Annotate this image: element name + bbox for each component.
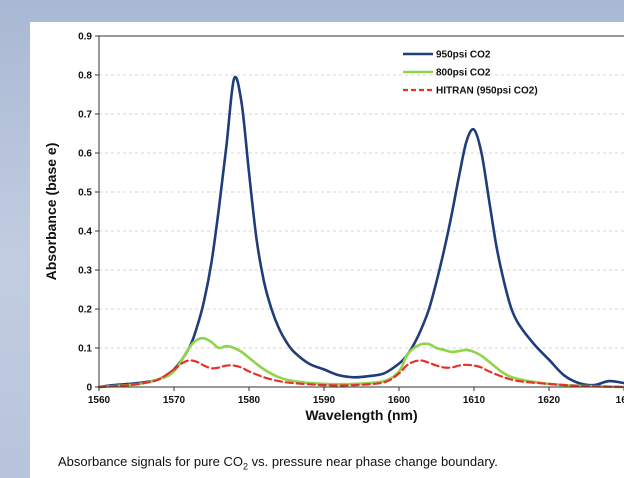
x-tick-label: 1560 bbox=[88, 395, 111, 406]
x-tick-label: 1610 bbox=[463, 395, 486, 406]
legend: 950psi CO2 800psi CO2 HITRAN (950psi CO2) bbox=[403, 50, 538, 97]
legend-label-800psi-co2: 800psi CO2 bbox=[436, 68, 491, 79]
absorbance-chart: 0 0.1 0.2 0.3 0.4 0.5 0.6 0.7 0.8 0.9 1560 1570 1580… bbox=[43, 32, 624, 423]
series-line-950psi-co2 bbox=[97, 75, 624, 389]
x-tick-label: 163 bbox=[616, 395, 624, 406]
y-tick-label: 0.2 bbox=[78, 305, 92, 316]
x-axis-title: Wavelength (nm) bbox=[305, 407, 417, 423]
series-line-800psi-co2 bbox=[97, 336, 624, 389]
caption-text-end: vs. pressure near phase change boundary. bbox=[248, 454, 498, 469]
caption-subscript: 2 bbox=[242, 461, 248, 472]
y-tick-label: 0.4 bbox=[78, 227, 92, 238]
axes bbox=[95, 35, 624, 391]
y-axis-title: Absorbance (base e) bbox=[43, 143, 59, 281]
y-tick-label: 0 bbox=[86, 383, 92, 394]
y-tick-label: 0.6 bbox=[78, 149, 92, 160]
y-tick-label: 0.1 bbox=[78, 344, 92, 355]
chart-panel: 0 0.1 0.2 0.3 0.4 0.5 0.6 0.7 0.8 0.9 1560 1570 1580… bbox=[30, 22, 624, 478]
y-tick-label: 0.9 bbox=[78, 32, 92, 43]
x-tick-label: 1570 bbox=[163, 395, 186, 406]
tick-labels: 0 0.1 0.2 0.3 0.4 0.5 0.6 0.7 0.8 0.9 1560 1570 1580… bbox=[78, 32, 624, 407]
x-tick-label: 1590 bbox=[313, 395, 336, 406]
grid-lines bbox=[99, 35, 624, 349]
legend-label-hitran-950psi-co2: HITRAN (950psi CO2) bbox=[436, 86, 538, 97]
x-tick-label: 1580 bbox=[238, 395, 261, 406]
y-tick-label: 0.7 bbox=[78, 110, 92, 121]
figure-caption: Absorbance signals for pure CO2 vs. pres… bbox=[58, 454, 624, 472]
caption-text-start: Absorbance signals for pure CO bbox=[58, 454, 243, 469]
y-tick-label: 0.8 bbox=[78, 71, 92, 82]
series-line-hitran-950psi-co2 bbox=[97, 359, 624, 389]
series-layer bbox=[97, 75, 624, 389]
x-tick-label: 1620 bbox=[538, 395, 561, 406]
y-tick-label: 0.5 bbox=[78, 188, 92, 199]
y-tick-label: 0.3 bbox=[78, 266, 92, 277]
x-tick-label: 1600 bbox=[388, 395, 411, 406]
legend-label-950psi-co2: 950psi CO2 bbox=[436, 50, 491, 61]
